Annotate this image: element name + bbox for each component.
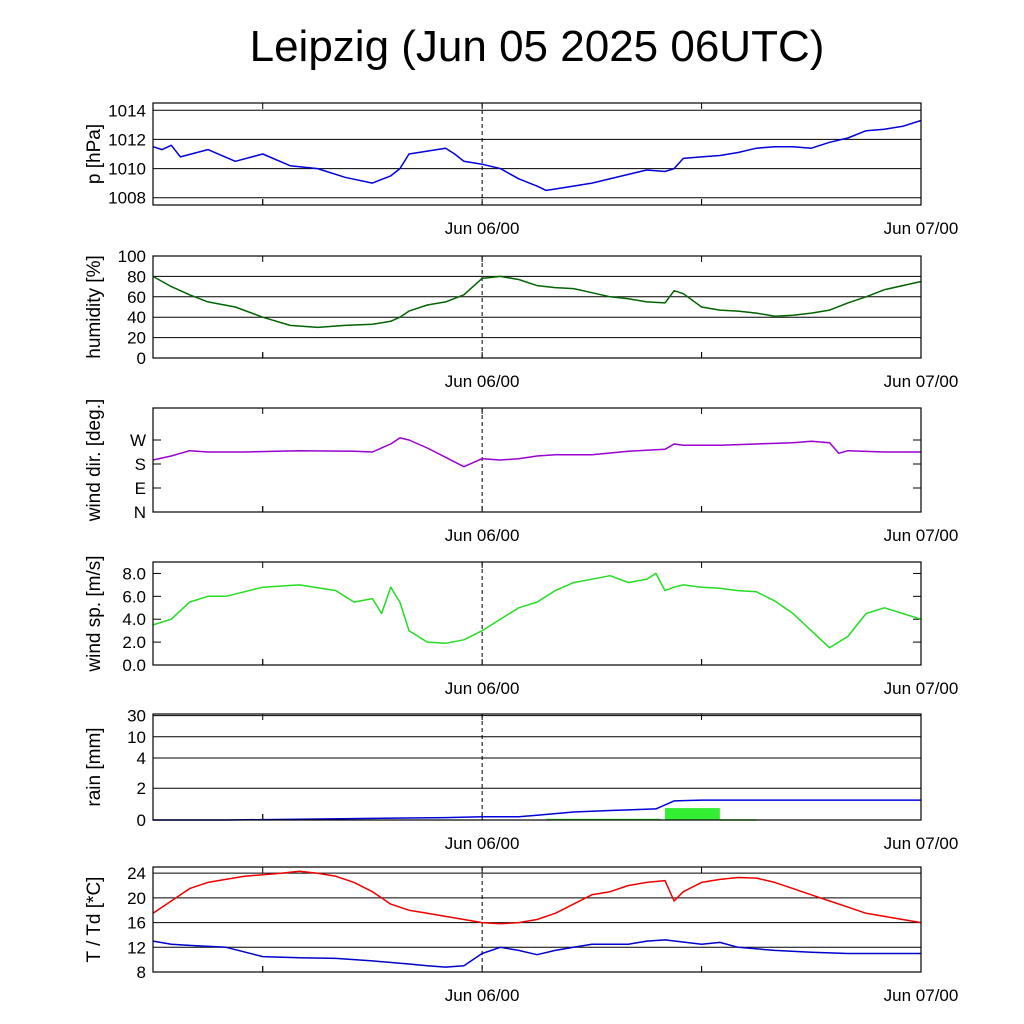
- y-tick-label: 1012: [108, 130, 146, 149]
- y-tick-label: 4: [137, 749, 146, 768]
- panel-frame: [152, 255, 922, 359]
- y-tick-label: 0: [137, 811, 146, 830]
- y-tick-label: 1008: [108, 189, 146, 208]
- y-tick-label: 12: [127, 938, 146, 957]
- wind-speed-panel: 0.0 2.0 4.0 6.0 8.0 wind sp. [m/s] Jun 06/00 Ju…: [84, 555, 958, 698]
- y-axis-label: T / Td [*C]: [84, 877, 105, 963]
- x-tick-label: Jun 06/00: [445, 834, 520, 853]
- x-tick-label: Jun 07/00: [884, 219, 959, 238]
- panel-frame: [152, 866, 922, 973]
- y-tick-label: 6.0: [122, 587, 146, 606]
- y-tick-label: 20: [127, 889, 146, 908]
- y-tick-label: E: [135, 479, 146, 498]
- rain-sum-line: [153, 799, 921, 821]
- y-axis-label: rain [mm]: [84, 727, 105, 806]
- wind-speed-line: [152, 572, 922, 649]
- temperature-line: [152, 870, 922, 925]
- rain-bar: [665, 808, 720, 820]
- y-tick-label: 8: [137, 963, 146, 982]
- y-tick-label: 40: [127, 308, 146, 327]
- y-tick-label: 2.0: [122, 633, 146, 652]
- y-tick-label: 16: [127, 914, 146, 933]
- y-tick-label: 1014: [108, 101, 146, 120]
- x-tick-label: Jun 06/00: [445, 679, 520, 698]
- x-tick-label: Jun 07/00: [884, 679, 959, 698]
- y-tick-label: 30: [127, 707, 146, 726]
- dewpoint-line: [152, 939, 921, 968]
- y-tick-label: 80: [127, 267, 146, 286]
- panel-frame: [152, 713, 922, 821]
- y-tick-label: 8.0: [122, 564, 146, 583]
- pressure-line: [152, 119, 922, 192]
- y-tick-label: 2: [137, 779, 146, 798]
- x-tick-label: Jun 07/00: [884, 986, 959, 1005]
- y-tick-label: 20: [127, 329, 146, 348]
- wind-direction-line: [152, 437, 921, 468]
- x-tick-label: Jun 06/00: [445, 986, 520, 1005]
- y-tick-label: 10: [127, 728, 146, 747]
- y-tick-label: S: [135, 455, 146, 474]
- x-tick-label: Jun 06/00: [445, 219, 520, 238]
- y-tick-label: 4.0: [122, 610, 146, 629]
- y-axis-label: wind sp. [m/s]: [84, 555, 105, 672]
- panel-frame: [152, 102, 922, 206]
- y-tick-label: 24: [127, 864, 146, 883]
- y-tick-label: N: [134, 503, 146, 522]
- y-tick-label: W: [130, 431, 146, 450]
- x-tick-label: Jun 06/00: [445, 372, 520, 391]
- x-tick-label: Jun 07/00: [884, 834, 959, 853]
- x-tick-label: Jun 07/00: [884, 372, 959, 391]
- x-tick-label: Jun 06/00: [445, 526, 520, 545]
- y-axis-label: humidity [%]: [84, 255, 105, 358]
- panel-frame: [152, 407, 922, 513]
- humidity-line: [152, 275, 922, 329]
- y-axis-label: p [hPa]: [84, 124, 105, 184]
- temperature-panel: 8 12 16 20 24 T / Td [*C] Jun 06/00 Jun 07/00: [84, 864, 958, 1005]
- panel-frame: [152, 561, 922, 666]
- y-tick-label: 0.0: [122, 656, 146, 675]
- y-tick-label: 100: [118, 247, 146, 266]
- rain-panel: 0 2 4 10 30 rain [mm] Jun 06/00 Jun 07/00: [84, 707, 958, 853]
- y-tick-label: 0: [137, 349, 146, 368]
- y-axis-label: wind dir. [deg.]: [84, 399, 105, 523]
- y-tick-label: 60: [127, 288, 146, 307]
- chart-title: Leipzig (Jun 05 2025 06UTC): [249, 22, 825, 71]
- x-tick-label: Jun 07/00: [884, 526, 959, 545]
- y-tick-label: 1010: [108, 160, 146, 179]
